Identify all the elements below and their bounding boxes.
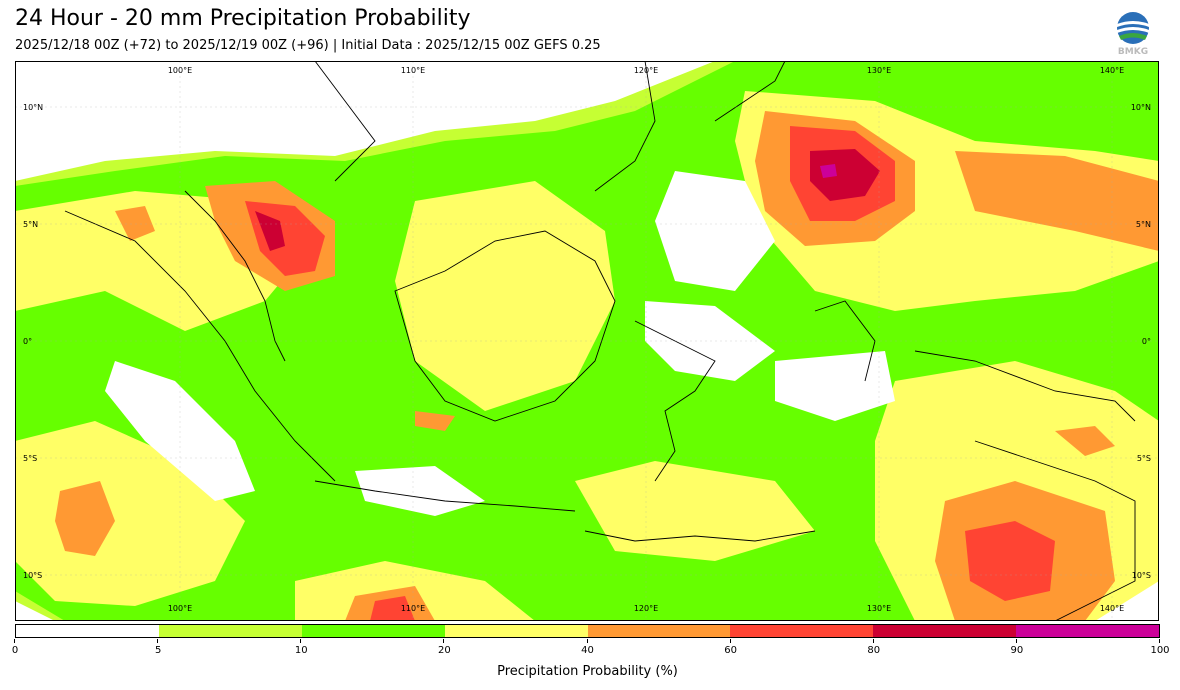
lon-label-bottom: 130°E <box>867 604 891 613</box>
colorbar <box>15 624 1160 638</box>
colorbar-tick-label: 90 <box>1002 639 1032 656</box>
lat-label-right: 0° <box>1142 337 1151 346</box>
lon-label-bottom: 140°E <box>1100 604 1124 613</box>
colorbar-segment <box>301 625 445 637</box>
colorbar-segment <box>444 625 588 637</box>
logo-text: BMKG <box>1118 47 1148 56</box>
lon-label-top: 140°E <box>1100 66 1124 75</box>
colorbar-segment <box>730 625 874 637</box>
bmkg-logo: BMKG <box>1117 12 1149 56</box>
lat-label-right: 5°N <box>1136 220 1151 229</box>
lat-label-left: 5°N <box>23 220 38 229</box>
colorbar-segment <box>158 625 302 637</box>
colorbar-tick-label: 0 <box>0 639 30 656</box>
colorbar-ticks: 0 5 10 20 40 60 80 90 100 <box>12 639 1170 659</box>
lat-label-left: 0° <box>23 337 32 346</box>
colorbar-tick-label: 10 <box>286 639 316 656</box>
colorbar-segment <box>587 625 731 637</box>
colorbar-tick-label: 80 <box>859 639 889 656</box>
colorbar-segment <box>16 625 159 637</box>
lon-label-top: 100°E <box>168 66 192 75</box>
lat-label-right: 10°N <box>1131 103 1151 112</box>
coastlines <box>64 61 1136 621</box>
lat-label-right: 5°S <box>1137 454 1151 463</box>
lon-label-top: 110°E <box>401 66 425 75</box>
colorbar-segment <box>1016 625 1159 637</box>
colorbar-tick-label: 5 <box>143 639 173 656</box>
gridlines <box>15 61 1159 621</box>
bmkg-globe-icon <box>1117 12 1149 44</box>
lat-label-left: 5°S <box>23 454 37 463</box>
chart-title: 24 Hour - 20 mm Precipitation Probabilit… <box>15 6 471 31</box>
lat-label-right: 10°S <box>1132 571 1151 580</box>
precipitation-map: 100°E 110°E 120°E 130°E 140°E 100°E 110°… <box>15 61 1159 621</box>
colorbar-tick-label: 40 <box>573 639 603 656</box>
lat-label-left: 10°N <box>23 103 43 112</box>
lon-label-bottom: 120°E <box>634 604 658 613</box>
colorbar-label: Precipitation Probability (%) <box>497 664 678 679</box>
colorbar-tick-label: 100 <box>1145 639 1175 656</box>
colorbar-segment <box>873 625 1017 637</box>
lon-label-top: 120°E <box>634 66 658 75</box>
chart-subtitle: 2025/12/18 00Z (+72) to 2025/12/19 00Z (… <box>15 38 601 53</box>
colorbar-tick-label: 60 <box>716 639 746 656</box>
map-frame <box>15 61 1159 621</box>
lon-label-top: 130°E <box>867 66 891 75</box>
lat-label-left: 10°S <box>23 571 42 580</box>
colorbar-tick-label: 20 <box>429 639 459 656</box>
lon-label-bottom: 100°E <box>168 604 192 613</box>
lon-label-bottom: 110°E <box>401 604 425 613</box>
